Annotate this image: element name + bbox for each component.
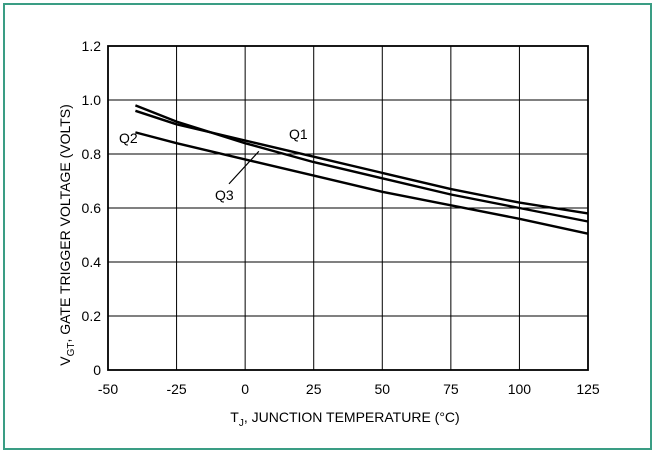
x-axis-label: TJ, JUNCTION TEMPERATURE (°C) <box>230 409 459 429</box>
x-tick-label: 50 <box>374 381 390 397</box>
y-tick-label: 0.4 <box>82 254 102 270</box>
x-axis-label-main: T <box>230 409 239 425</box>
y-axis-ticks: 0 0.2 0.4 0.6 0.8 1.0 1.2 <box>82 38 102 378</box>
chart-frame: -50 -25 0 25 50 75 100 125 0 0.2 0.4 0.6 0.8 1.0 1.2 … <box>3 3 652 450</box>
series-line-q2 <box>134 104 589 223</box>
plot-border <box>107 45 589 371</box>
x-axis-ticks: -50 -25 0 25 50 75 100 125 <box>98 381 600 397</box>
y-tick-label: 0 <box>93 362 101 378</box>
series-lines <box>134 104 589 235</box>
y-axis-label-main: V <box>57 356 73 366</box>
series-label-q1: Q1 <box>289 126 308 142</box>
y-axis-label: VGT, GATE TRIGGER VOLTAGE (VOLTS) <box>57 104 77 366</box>
y-tick-label: 0.6 <box>82 200 102 216</box>
x-axis-label-rest: , JUNCTION TEMPERATURE (°C) <box>244 409 460 425</box>
x-tick-label: 75 <box>443 381 459 397</box>
gate-trigger-voltage-chart: -50 -25 0 25 50 75 100 125 00.20.40.60.81.01.2 … <box>57 38 600 429</box>
x-tick-label: 25 <box>306 381 322 397</box>
x-tick-label: 100 <box>508 381 532 397</box>
series-line-q1 <box>135 109 589 215</box>
x-tick-label: 0 <box>241 381 249 397</box>
x-tick-label: 125 <box>576 381 600 397</box>
y-tick-label: 0.2 <box>82 308 102 324</box>
series-label-q3-leader <box>228 150 260 185</box>
series-line-q3 <box>135 131 589 235</box>
x-axis-label-sub: J <box>239 418 244 429</box>
series-label-q2: Q2 <box>119 130 138 146</box>
y-tick-label: 1.2 <box>82 38 102 54</box>
y-axis-label-rest: , GATE TRIGGER VOLTAGE (VOLTS) <box>57 104 73 342</box>
y-tick-label: 0.8 <box>82 146 102 162</box>
y-tick-label: 1.0 <box>82 92 102 108</box>
x-tick-label: -50 <box>98 381 118 397</box>
series-annotations: Q1 Q2 Q3 <box>119 126 308 203</box>
x-tick-label: -25 <box>166 381 186 397</box>
y-axis-label-sub: GT <box>66 343 77 357</box>
series-label-q3: Q3 <box>215 187 234 203</box>
